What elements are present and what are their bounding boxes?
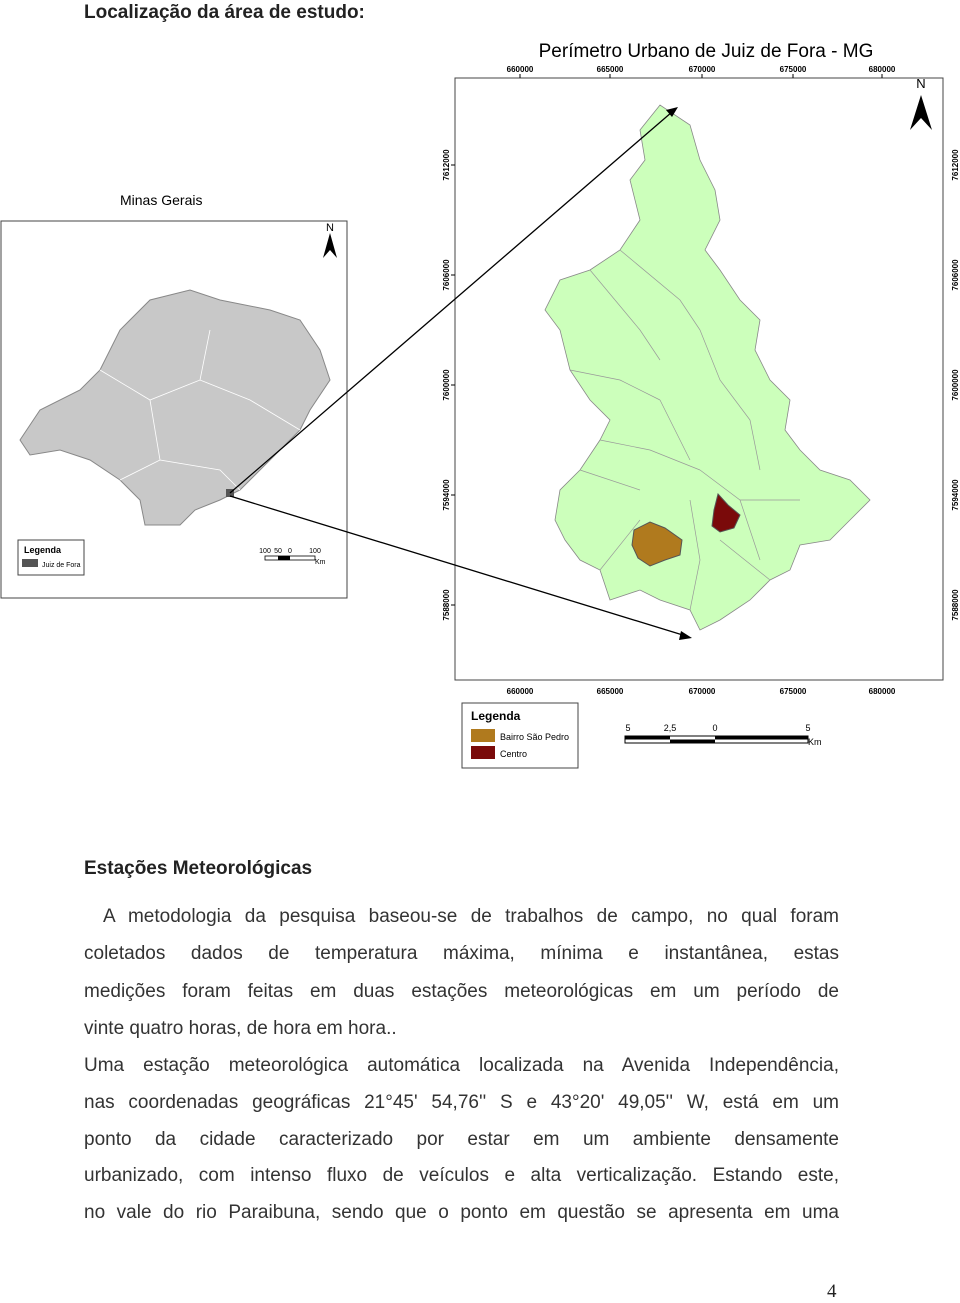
text-line: vinte quatro horas, de hora em hora.. (84, 1018, 397, 1039)
north-label: N (916, 76, 925, 91)
x-coord-label: 675000 (780, 65, 807, 74)
scale-label: 0 (288, 548, 292, 555)
text-line: no vale do rio Paraibuna, sendo que o po… (84, 1202, 839, 1223)
scale-label: 100 (309, 548, 321, 555)
x-coord-label: 670000 (689, 65, 716, 74)
y-coord-label: 7612000 (442, 149, 451, 181)
arrowhead (666, 107, 678, 117)
x-coord-label: 675000 (780, 687, 807, 696)
heading: Localização da área de estudo: (84, 2, 365, 23)
north-arrow-small (323, 233, 337, 258)
y-coord-label: 7594000 (951, 479, 960, 511)
heading: Estações Meteorológicas (84, 858, 313, 879)
centro-area (711, 492, 741, 533)
connector (229, 495, 687, 637)
text-line: nas coordenadas geográficas 21°45' 54,76… (84, 1092, 839, 1113)
scale-label: 50 (274, 548, 282, 555)
scale-bar (278, 556, 290, 560)
inset-title: Minas Gerais (120, 192, 202, 208)
legend-swatch (471, 746, 495, 759)
y-coord-label: 7588000 (951, 589, 960, 621)
text-line: urbanizado, com intenso fluxo de veículo… (84, 1165, 839, 1186)
scale-unit: Km (315, 559, 326, 566)
city-area (544, 104, 871, 631)
scale-label: 100 (259, 548, 271, 555)
legend-title: Legenda (24, 545, 62, 555)
scale-label: 5 (625, 723, 630, 733)
text-line: ponto da cidade caracterizado por estar … (84, 1129, 839, 1150)
map-title: Perímetro Urbano de Juiz de Fora - MG (539, 41, 874, 62)
scale-label: 0 (712, 723, 717, 733)
text-line: Uma estação meteorológica automática loc… (84, 1055, 839, 1076)
connector (229, 111, 673, 494)
legend-item: Bairro São Pedro (500, 732, 569, 742)
scale-label: 2,5 (664, 723, 677, 733)
scale-bar (625, 736, 670, 740)
x-coord-label: 680000 (869, 687, 896, 696)
scale-bar (670, 739, 715, 743)
text-line: coletados dados de temperatura máxima, m… (84, 943, 839, 964)
x-coord-label: 680000 (869, 65, 896, 74)
district-lines (569, 249, 800, 611)
region-lines (99, 329, 301, 491)
legend-title: Legenda (471, 709, 521, 723)
x-coord-label: 670000 (689, 687, 716, 696)
scale-unit: Km (808, 737, 822, 747)
scale-bar (715, 736, 808, 740)
north-arrow (910, 95, 932, 130)
legend-box (17, 539, 85, 576)
figure: Perímetro Urbano de Juiz de Fora - MG N … (0, 41, 960, 769)
y-coord-label: 7612000 (951, 149, 960, 181)
arrowhead (679, 631, 692, 640)
y-coord-label: 7606000 (442, 259, 451, 291)
scale-label: 5 (805, 723, 810, 733)
y-coord-label: 7588000 (442, 589, 451, 621)
legend-item: Juiz de Fora (42, 562, 81, 569)
x-coord-label: 665000 (597, 65, 624, 74)
x-coord-label: 660000 (507, 687, 534, 696)
north-label: N (326, 222, 334, 234)
y-coord-label: 7606000 (951, 259, 960, 291)
legend-swatch (22, 559, 38, 567)
text-line: medições foram feitas em duas estações m… (84, 981, 839, 1002)
page-number: 4 (827, 1281, 837, 1302)
legend-item: Centro (500, 749, 527, 759)
y-coord-label: 7594000 (442, 479, 451, 511)
sao-pedro-area (631, 521, 683, 567)
x-coord-label: 660000 (507, 65, 534, 74)
y-coord-label: 7600000 (442, 369, 451, 401)
legend-swatch (471, 729, 495, 742)
y-coord-label: 7600000 (951, 369, 960, 401)
text-line: A metodologia da pesquisa baseou-se de t… (103, 906, 839, 927)
x-coord-label: 665000 (597, 687, 624, 696)
